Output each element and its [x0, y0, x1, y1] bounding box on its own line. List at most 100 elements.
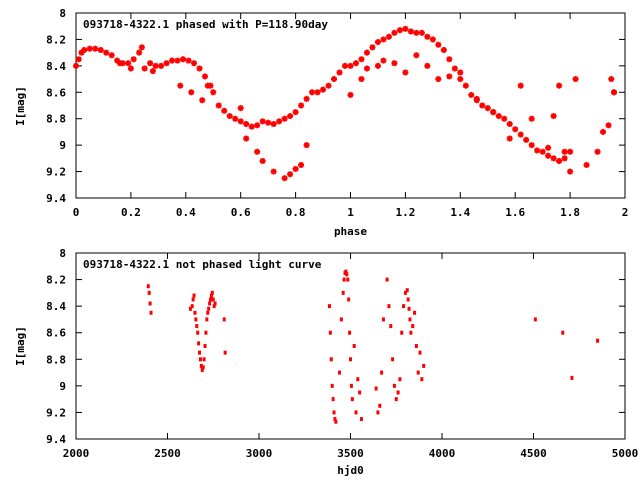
x-tick-label: 4000: [429, 447, 456, 460]
x-tick-label: 0.8: [286, 206, 306, 219]
data-point: [501, 115, 508, 122]
data-point: [374, 39, 381, 46]
y-tick-label: 9: [59, 139, 66, 152]
data-point: [594, 148, 601, 155]
data-point: [545, 144, 552, 151]
y-tick-label: 8: [59, 7, 66, 20]
data-point: [418, 350, 422, 355]
data-point: [398, 377, 402, 382]
data-point: [338, 370, 342, 375]
data-point: [287, 113, 294, 120]
data-point: [341, 290, 345, 295]
data-point: [468, 91, 475, 98]
data-point: [387, 304, 391, 309]
data-point: [363, 49, 370, 56]
data-point: [196, 330, 200, 335]
data-point: [327, 304, 331, 309]
data-point: [378, 403, 382, 408]
data-point: [158, 62, 165, 69]
data-point: [396, 390, 400, 395]
data-point: [194, 317, 198, 322]
data-point: [424, 33, 431, 40]
data-point: [440, 47, 447, 53]
x-tick-label: 2000: [63, 447, 90, 460]
y-tick-label: 8.8: [46, 113, 66, 126]
data-point: [406, 297, 410, 302]
data-point: [190, 304, 194, 309]
data-point: [572, 76, 579, 83]
data-point: [281, 175, 288, 182]
data-point: [556, 82, 563, 89]
data-point: [402, 25, 409, 32]
x-tick-label: 4500: [520, 447, 547, 460]
data-point: [163, 60, 170, 67]
data-point: [125, 60, 132, 67]
data-point: [197, 341, 201, 346]
x-axis-label: phase: [334, 225, 367, 238]
data-point: [391, 357, 395, 362]
data-point: [545, 152, 552, 159]
x-tick-label: 0: [73, 206, 80, 219]
data-point: [605, 122, 612, 129]
plot-frame: [75, 12, 626, 199]
data-point: [199, 363, 203, 368]
data-point: [303, 142, 310, 149]
data-point: [424, 62, 431, 69]
data-point: [81, 47, 88, 53]
data-point: [116, 60, 123, 67]
data-point: [479, 102, 486, 109]
data-point: [298, 161, 305, 168]
data-point: [320, 86, 327, 93]
data-point: [391, 29, 398, 36]
data-point: [608, 76, 615, 83]
data-point: [349, 357, 352, 362]
data-point: [314, 89, 321, 96]
data-point: [309, 89, 316, 96]
data-point: [237, 118, 244, 125]
data-point: [376, 410, 380, 415]
data-point: [108, 52, 115, 59]
data-point: [211, 297, 215, 302]
data-point: [385, 33, 392, 40]
data-point: [86, 45, 93, 52]
x-tick-label: 2: [622, 206, 629, 219]
data-point: [550, 155, 557, 162]
data-point: [208, 301, 212, 306]
data-point: [512, 126, 519, 133]
y-tick-label: 9.2: [46, 166, 66, 179]
data-point: [352, 60, 359, 67]
x-tick-label: 3500: [337, 447, 364, 460]
data-point: [561, 330, 565, 335]
data-point: [484, 105, 491, 112]
data-point: [328, 330, 332, 335]
data-point: [611, 89, 618, 96]
data-point: [402, 304, 406, 309]
data-point: [209, 293, 213, 298]
data-point: [534, 147, 541, 154]
data-point: [223, 350, 227, 355]
data-point: [148, 301, 152, 306]
data-point: [517, 82, 524, 89]
data-point: [204, 82, 211, 89]
x-tick-label: 1: [347, 206, 354, 219]
data-point: [334, 419, 338, 424]
data-point: [506, 121, 513, 127]
x-tick-label: 0.2: [121, 206, 141, 219]
data-point: [389, 324, 393, 329]
phased-light-curve-panel: 0 0.2 0.4 0.6 0.8 1 1.2 1.4 1.6 1.8 2 8 8.2 8.4 8.6 8.8…: [14, 7, 628, 238]
data-point: [381, 317, 385, 322]
y-tick-label: 9: [59, 380, 66, 393]
data-points: [73, 25, 618, 182]
data-point: [333, 417, 337, 422]
data-point: [446, 56, 453, 63]
y-axis-label: I[mag]: [14, 86, 27, 126]
data-point: [199, 97, 206, 104]
data-point: [270, 121, 277, 127]
data-point: [451, 65, 458, 72]
x-tick-label: 2500: [154, 447, 181, 460]
data-point: [418, 29, 425, 36]
data-point: [409, 330, 413, 335]
data-point: [400, 330, 404, 335]
data-point: [191, 60, 198, 67]
